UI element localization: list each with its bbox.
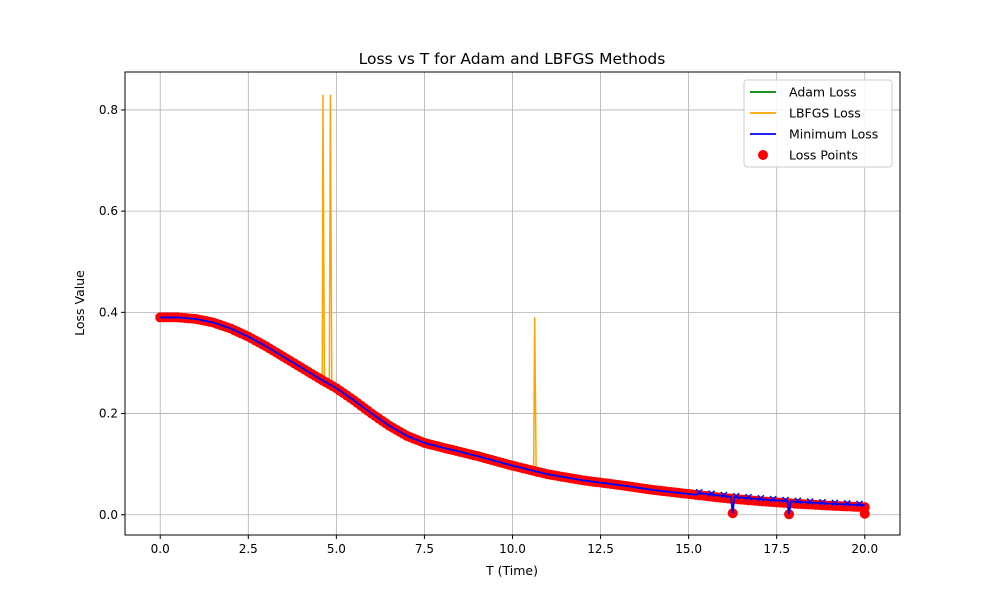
y-tick-label: 0.8 xyxy=(99,103,118,117)
x-tick-label: 10.0 xyxy=(499,542,526,556)
legend-label: Adam Loss xyxy=(789,85,857,100)
x-tick-label: 2.5 xyxy=(239,542,258,556)
legend-box xyxy=(743,79,893,168)
scatter-outlier-point xyxy=(859,508,870,519)
x-tick-label: 0.0 xyxy=(151,542,170,556)
x-tick-label: 7.5 xyxy=(415,542,434,556)
minimum-loss-marker xyxy=(819,498,826,506)
axes-layer: 0.0 2.5 5.0 7.5 10.0 12.5 15.0 17.5 20.0 0.0 0.2 0.… xyxy=(99,71,901,556)
legend-label: LBFGS Loss xyxy=(789,106,861,121)
legend: Adam Loss LBFGS Loss Minimum Loss Loss Poin… xyxy=(743,79,893,168)
minimum-loss-marker xyxy=(732,492,740,500)
y-tick-label: 0.4 xyxy=(99,305,118,319)
x-tick-label: 15.0 xyxy=(675,542,702,556)
x-tick-label: 12.5 xyxy=(587,542,614,556)
minimum-loss-marker xyxy=(831,499,839,507)
y-tick-label: 0.6 xyxy=(99,204,118,218)
x-tick-label: 20.0 xyxy=(851,542,878,556)
x-tick-label: 5.0 xyxy=(327,542,346,556)
series-line-minimum-loss xyxy=(160,316,865,515)
series-layer xyxy=(155,94,870,520)
minimum-loss-marker xyxy=(769,495,777,503)
minimum-loss-marker xyxy=(782,496,790,504)
minimum-loss-marker xyxy=(855,500,863,508)
minimum-loss-marker xyxy=(757,494,765,502)
chart-title: Loss vs T for Adam and LBFGS Methods xyxy=(359,50,666,68)
legend-marker xyxy=(758,150,768,160)
y-tick-label: 0.0 xyxy=(99,508,118,522)
x-tick-label: 17.5 xyxy=(763,542,790,556)
minimum-loss-marker xyxy=(843,499,851,507)
legend-label: Loss Points xyxy=(789,148,858,163)
x-axis-label: T (Time) xyxy=(485,563,538,578)
y-axis-label: Loss Value xyxy=(72,270,87,336)
minimum-loss-marker xyxy=(720,491,728,499)
minimum-loss-marker xyxy=(745,493,753,501)
minimum-loss-marker xyxy=(794,497,802,505)
minimum-loss-marker xyxy=(708,490,716,498)
y-tick-label: 0.2 xyxy=(99,407,118,421)
minimum-loss-marker xyxy=(806,498,814,505)
minimum-loss-marker xyxy=(695,488,703,496)
legend-label: Minimum Loss xyxy=(789,127,878,142)
